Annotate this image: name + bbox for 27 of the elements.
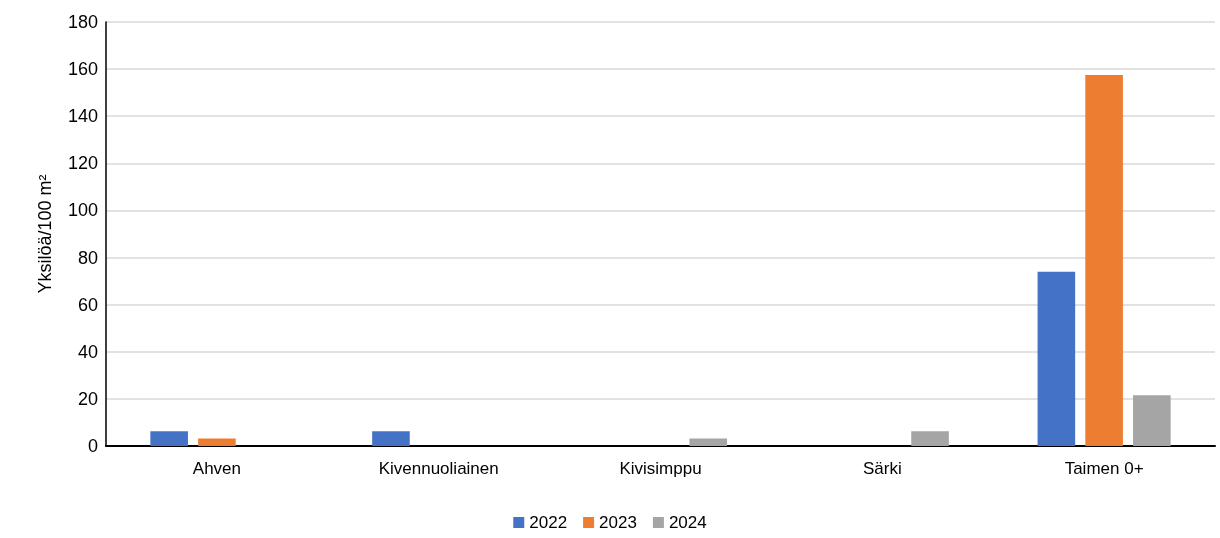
bar <box>198 438 236 446</box>
y-tick-label: 100 <box>67 200 98 221</box>
y-tick-label: 160 <box>67 59 98 80</box>
legend-label: 2024 <box>668 513 707 532</box>
x-tick-label: Ahven <box>192 459 241 478</box>
bar <box>1085 75 1123 446</box>
bar <box>1037 271 1076 446</box>
y-tick-label: 80 <box>77 247 98 268</box>
bar <box>150 431 188 446</box>
y-tick-label: 60 <box>77 294 98 315</box>
y-tick-label: 40 <box>77 341 98 362</box>
legend-label: 2023 <box>599 513 637 532</box>
bar <box>1133 395 1171 446</box>
bar <box>689 438 728 446</box>
x-tick-label: Kivennuoliainen <box>378 459 499 478</box>
y-tick-label: 180 <box>67 12 98 32</box>
x-tick-label: Särki <box>862 459 902 478</box>
y-tick-label: 0 <box>87 436 98 456</box>
bar <box>911 431 949 446</box>
y-tick-label: 20 <box>77 388 98 409</box>
legend-label: 2022 <box>529 513 568 532</box>
y-tick-label: 140 <box>67 106 98 127</box>
x-tick-label: Kivisimppu <box>619 459 702 478</box>
x-tick-label: Taimen 0+ <box>1064 459 1144 478</box>
y-tick-label: 120 <box>67 153 98 174</box>
y-axis-title: Yksilöä/100 m² <box>35 174 55 294</box>
bar <box>372 431 410 446</box>
